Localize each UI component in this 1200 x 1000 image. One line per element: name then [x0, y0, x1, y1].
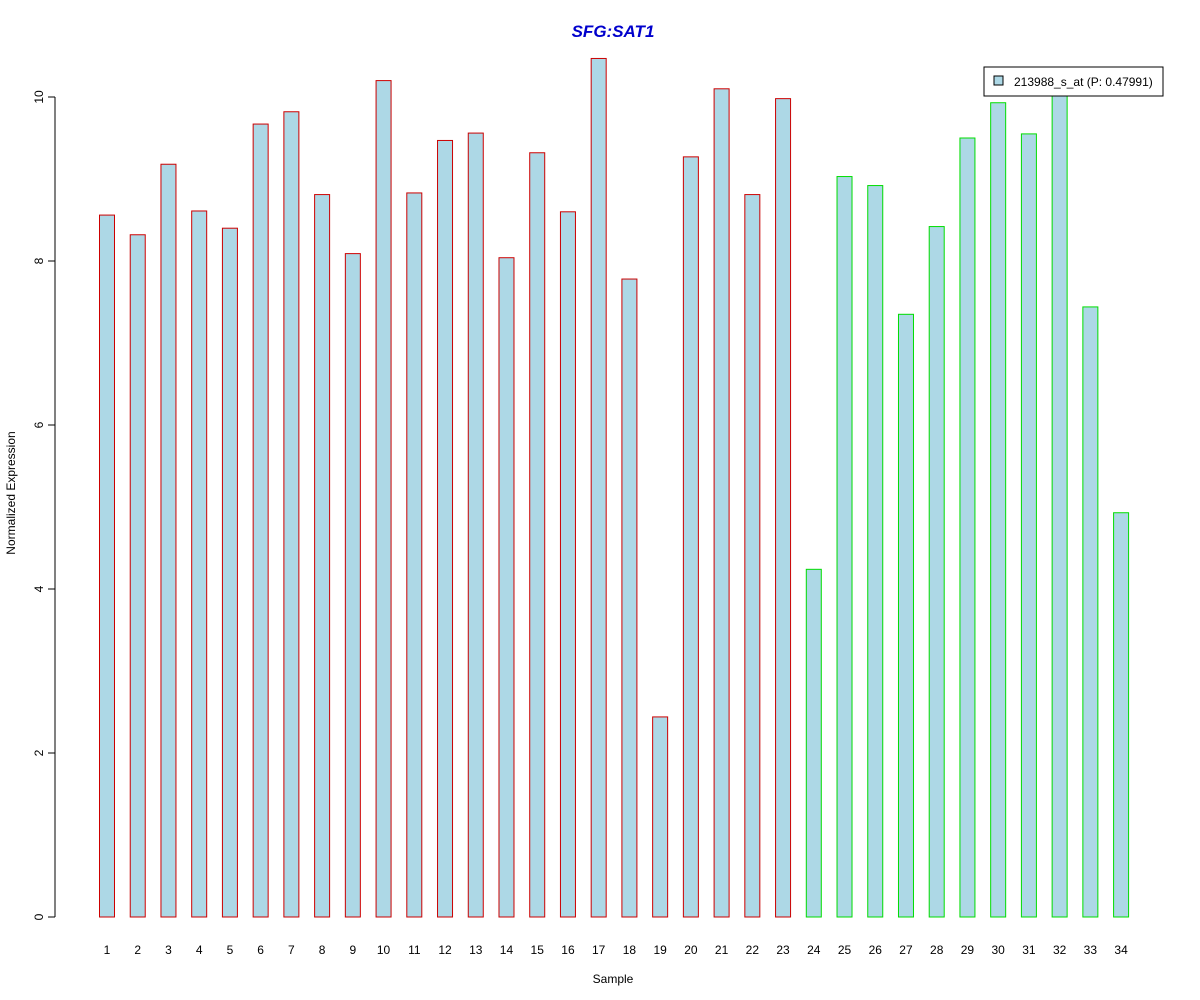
bar-sample-24: [805, 568, 822, 918]
x-tick-label: 11: [408, 943, 421, 957]
x-tick-label: 9: [349, 943, 356, 957]
x-tick-labels: 1 2 3 4 5 6 7 8 9 10 11 12 13 14 15 16 17 18 19 20 21 22 23 24 2…: [104, 943, 1128, 957]
x-tick-label: 12: [438, 943, 452, 957]
x-tick-label: 17: [592, 943, 606, 957]
x-tick-label: 30: [991, 943, 1005, 957]
x-tick-label: 10: [377, 943, 391, 957]
bars: [99, 57, 1130, 918]
y-tick-label: 2: [32, 749, 46, 756]
x-tick-label: 24: [807, 943, 821, 957]
bar-sample-28: [928, 226, 945, 918]
bar-sample-33: [1082, 306, 1099, 918]
bar-sample-19: [652, 716, 669, 918]
bar-sample-1: [99, 214, 115, 918]
bar-sample-7: [283, 111, 300, 918]
x-tick-label: 25: [838, 943, 852, 957]
bar-sample-3: [160, 163, 177, 918]
x-tick-label: 21: [715, 943, 729, 957]
legend-swatch: [993, 75, 1004, 86]
bar-sample-29: [959, 137, 976, 918]
x-tick-label: 33: [1084, 943, 1098, 957]
bar-sample-14: [498, 257, 515, 918]
bar-sample-26: [867, 185, 884, 918]
bar-sample-9: [344, 253, 361, 918]
x-tick-label: 13: [469, 943, 483, 957]
y-tick-label: 4: [32, 585, 46, 592]
bar-sample-17: [590, 57, 607, 918]
x-tick-label: 3: [165, 943, 172, 957]
y-tick-label: 0: [32, 913, 46, 920]
y-axis-title: Normalized Expression: [4, 431, 18, 554]
x-tick-label: 31: [1022, 943, 1036, 957]
x-tick-label: 2: [134, 943, 141, 957]
x-tick-label: 4: [196, 943, 203, 957]
x-tick-label: 14: [500, 943, 514, 957]
bar-sample-12: [437, 139, 454, 918]
y-tick-label: 6: [32, 421, 46, 428]
bar-sample-6: [252, 123, 269, 918]
x-tick-label: 28: [930, 943, 944, 957]
bar-sample-30: [990, 102, 1007, 918]
x-tick-label: 32: [1053, 943, 1067, 957]
y-tick-label: 8: [32, 257, 46, 264]
x-axis-title: Sample: [593, 972, 634, 986]
bar-sample-5: [221, 227, 238, 918]
bar-sample-31: [1020, 133, 1037, 918]
x-tick-label: 1: [104, 943, 111, 957]
x-tick-label: 5: [227, 943, 234, 957]
x-tick-label: 15: [531, 943, 545, 957]
bar-sample-10: [375, 80, 392, 918]
x-tick-label: 26: [869, 943, 883, 957]
x-tick-label: 7: [288, 943, 295, 957]
bar-sample-25: [836, 176, 853, 918]
x-tick-label: 20: [684, 943, 698, 957]
x-tick-label: 29: [961, 943, 975, 957]
x-tick-label: 27: [899, 943, 913, 957]
bar-sample-18: [621, 278, 638, 918]
bar-sample-20: [682, 156, 699, 918]
bar-sample-2: [129, 234, 146, 918]
y-axis: 0 2 4 6 8 10: [32, 90, 56, 920]
x-tick-label: 23: [776, 943, 790, 957]
x-tick-label: 19: [653, 943, 667, 957]
bar-sample-11: [406, 192, 423, 918]
legend: 213988_s_at (P: 0.47991): [983, 66, 1164, 97]
bar-sample-22: [744, 194, 761, 918]
x-tick-label: 8: [319, 943, 326, 957]
bar-sample-27: [897, 313, 914, 918]
bar-sample-15: [529, 152, 546, 918]
bar-sample-21: [713, 88, 730, 918]
bar-sample-34: [1113, 512, 1130, 918]
x-tick-label: 34: [1114, 943, 1128, 957]
x-tick-label: 18: [623, 943, 637, 957]
bar-sample-16: [559, 211, 576, 918]
chart-title: SFG:SAT1: [572, 22, 655, 41]
bar-sample-8: [314, 194, 331, 918]
x-tick-label: 22: [746, 943, 760, 957]
legend-box: [983, 66, 1164, 97]
bar-sample-23: [775, 98, 792, 918]
bar-sample-32: [1051, 94, 1068, 918]
x-tick-label: 6: [257, 943, 264, 957]
legend-label: 213988_s_at (P: 0.47991): [1014, 75, 1153, 89]
x-tick-label: 16: [561, 943, 575, 957]
y-tick-label: 10: [32, 90, 46, 104]
bar-sample-13: [467, 132, 484, 918]
bar-sample-4: [191, 210, 208, 918]
